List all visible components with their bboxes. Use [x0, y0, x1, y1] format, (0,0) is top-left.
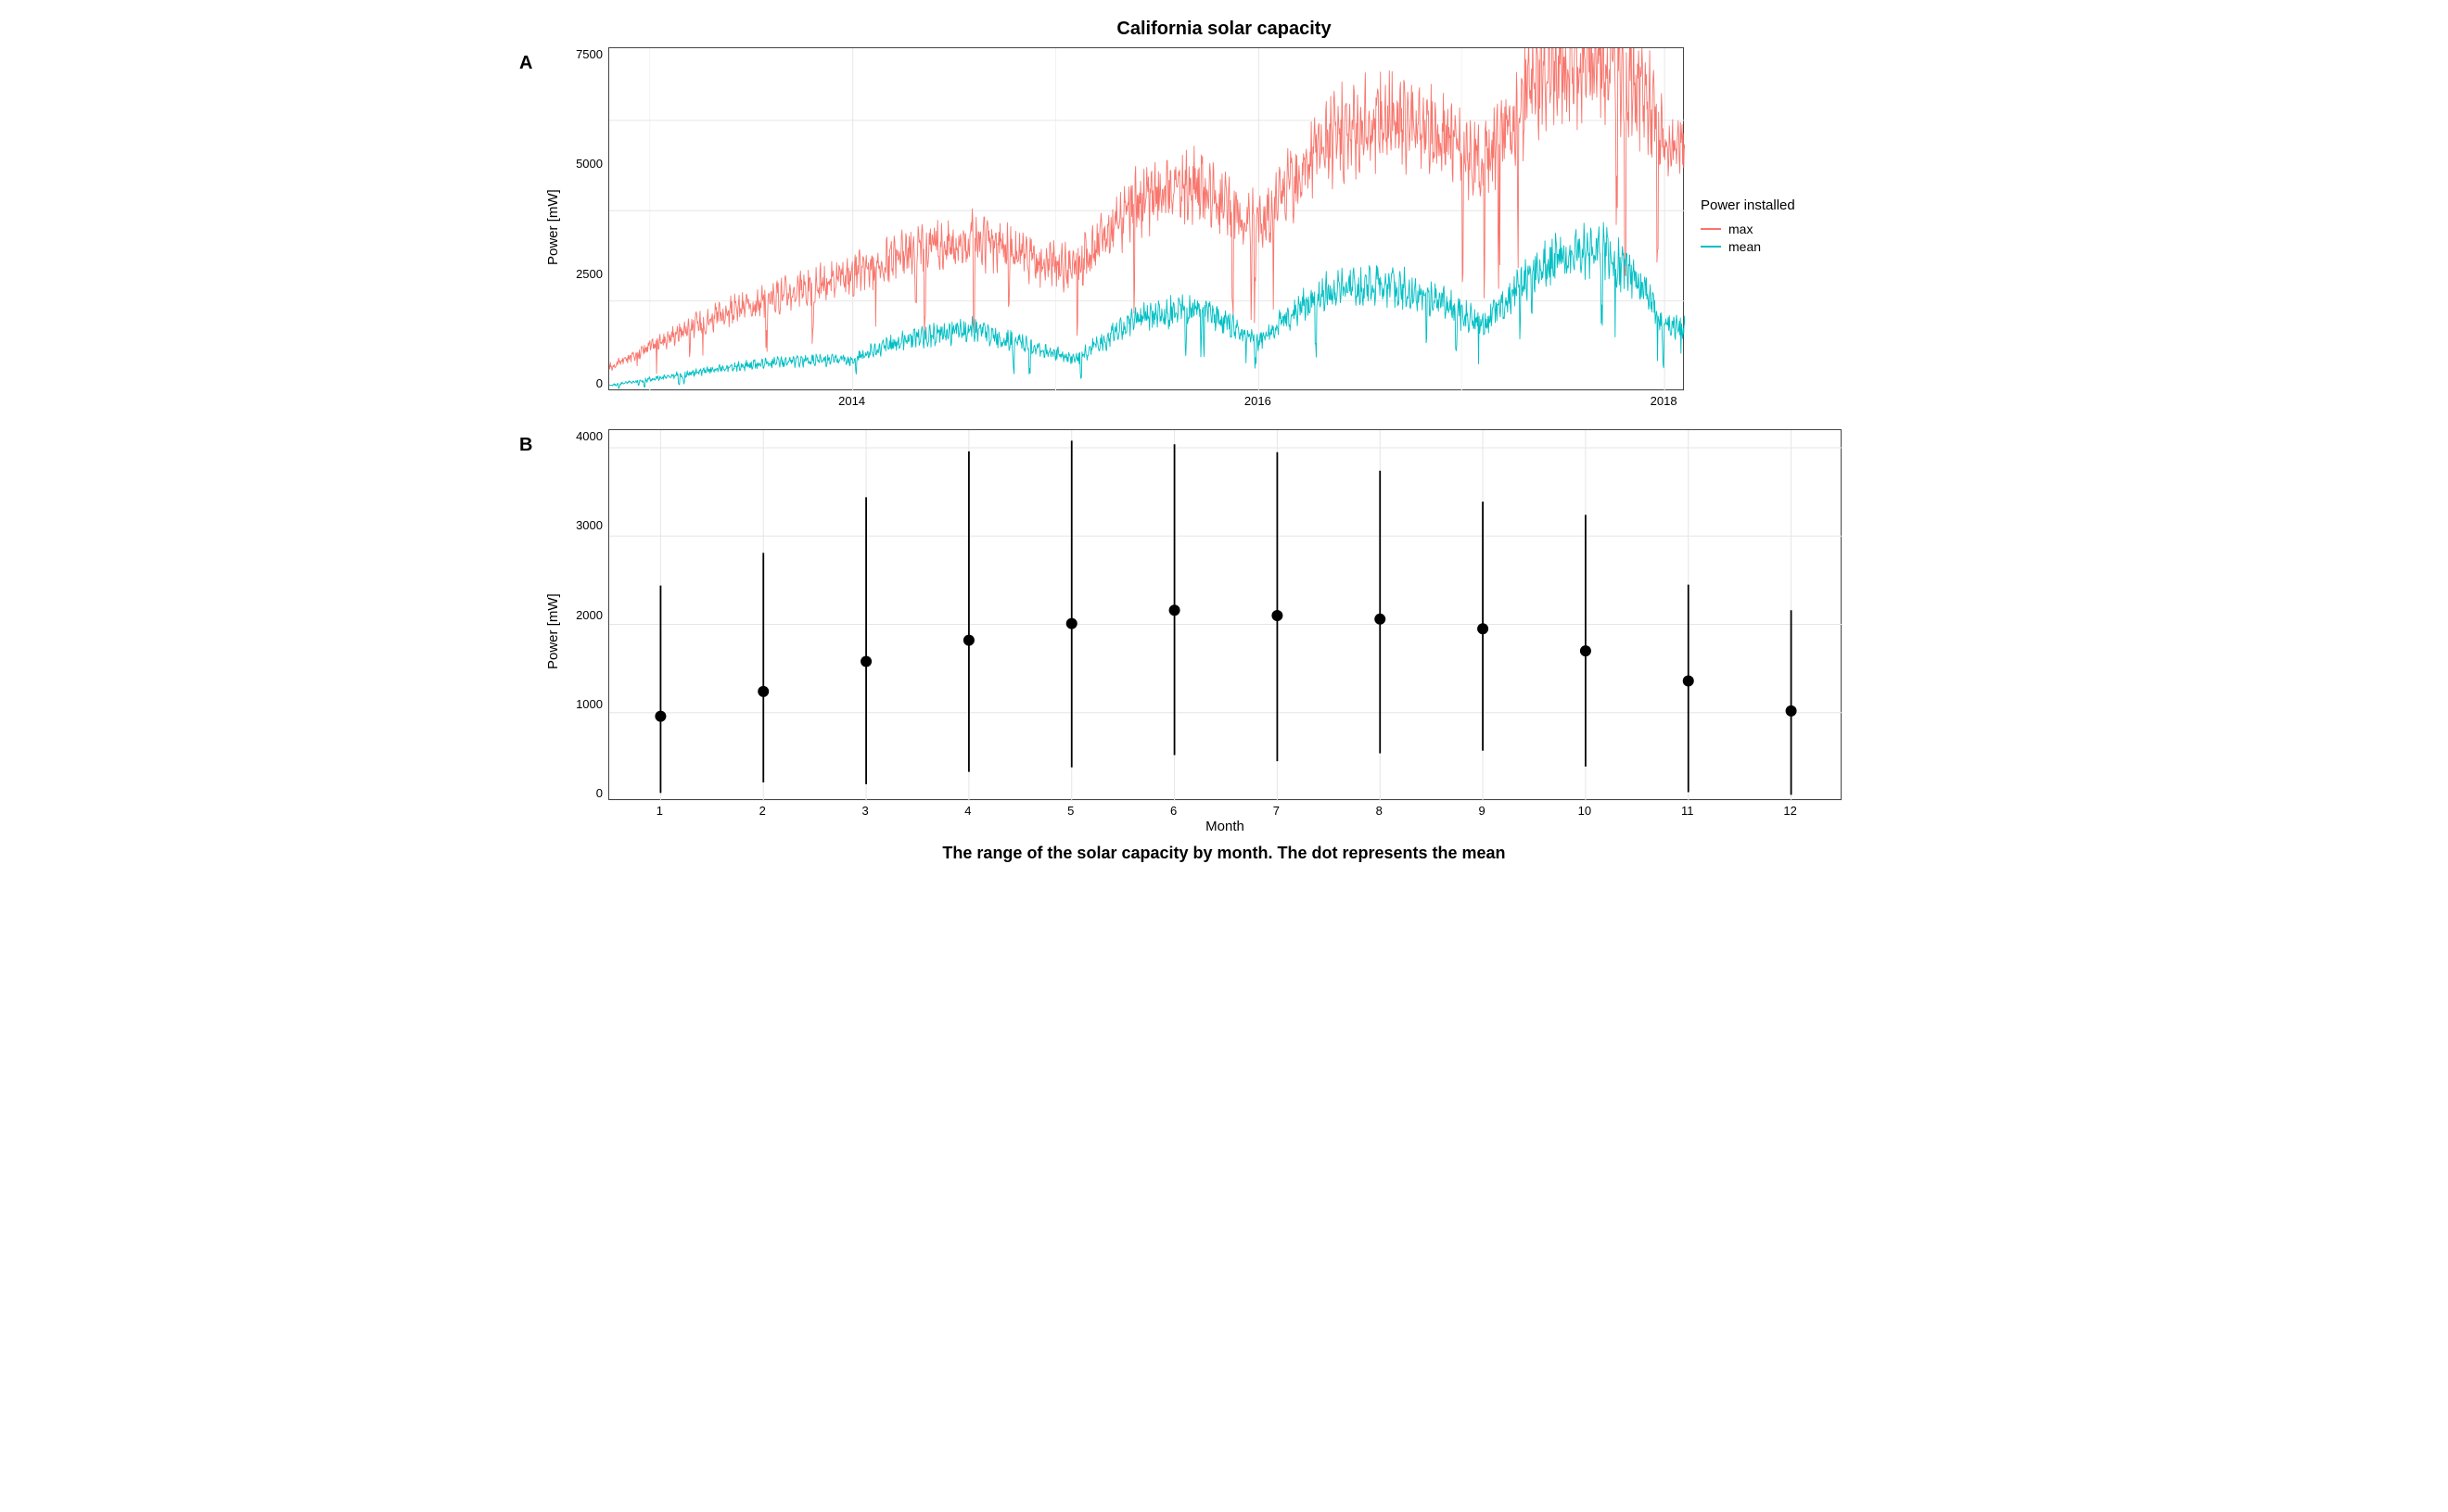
panel-b-xticks: 123456789101112 — [608, 800, 1842, 817]
main-title: California solar capacity — [519, 19, 1929, 40]
legend-item-max: max — [1701, 222, 1842, 236]
xtick: 12 — [1779, 804, 1802, 818]
legend-label-mean: mean — [1728, 239, 1761, 254]
figure: California solar capacity A Power [mW] 7… — [519, 19, 1929, 863]
panel-a-row: A Power [mW] 7500500025000 201420162018 … — [519, 47, 1929, 407]
ytick: 2500 — [576, 267, 603, 281]
panel-a-plot — [608, 47, 1684, 390]
ytick: 5000 — [576, 157, 603, 171]
xtick: 2 — [751, 804, 773, 818]
caption: The range of the solar capacity by month… — [519, 844, 1929, 863]
xtick: 6 — [1163, 804, 1185, 818]
xtick: 10 — [1574, 804, 1596, 818]
xtick: 9 — [1471, 804, 1493, 818]
legend: Power installed max mean — [1684, 47, 1842, 407]
panel-b-row: B Power [mW] 40003000200010000 123456789… — [519, 429, 1929, 834]
xtick: 7 — [1265, 804, 1287, 818]
legend-swatch-mean — [1701, 246, 1721, 248]
legend-title: Power installed — [1701, 197, 1842, 213]
xtick: 11 — [1677, 804, 1699, 818]
xtick: 2018 — [1645, 394, 1682, 408]
ytick: 2000 — [576, 608, 603, 622]
panel-a-xticks: 2014 2016 2018 — [608, 390, 1684, 407]
panel-a-ylabel: Power [mW] — [542, 47, 564, 407]
panel-b-label: B — [519, 429, 542, 834]
panel-b-plot — [608, 429, 1842, 800]
legend-swatch-max — [1701, 228, 1721, 230]
xtick: 2016 — [1239, 394, 1276, 408]
xtick: 5 — [1060, 804, 1082, 818]
xtick: 3 — [854, 804, 876, 818]
ytick: 0 — [596, 376, 603, 390]
panel-a-label: A — [519, 47, 542, 407]
xtick: 8 — [1368, 804, 1390, 818]
ytick: 1000 — [576, 697, 603, 711]
xtick: 4 — [957, 804, 979, 818]
xtick: 2014 — [834, 394, 871, 408]
xtick: 1 — [648, 804, 670, 818]
panel-b-xlabel: Month — [608, 819, 1842, 834]
ytick: 7500 — [576, 47, 603, 61]
legend-label-max: max — [1728, 222, 1753, 236]
ytick: 4000 — [576, 429, 603, 443]
legend-item-mean: mean — [1701, 239, 1842, 254]
ytick: 3000 — [576, 518, 603, 532]
ytick: 0 — [596, 786, 603, 800]
panel-b-ylabel: Power [mW] — [542, 429, 564, 834]
panel-b-yticks: 4000 3000 2000 1000 0 — [564, 429, 608, 800]
panel-a-yticks: 7500 5000 2500 0 — [564, 47, 608, 390]
